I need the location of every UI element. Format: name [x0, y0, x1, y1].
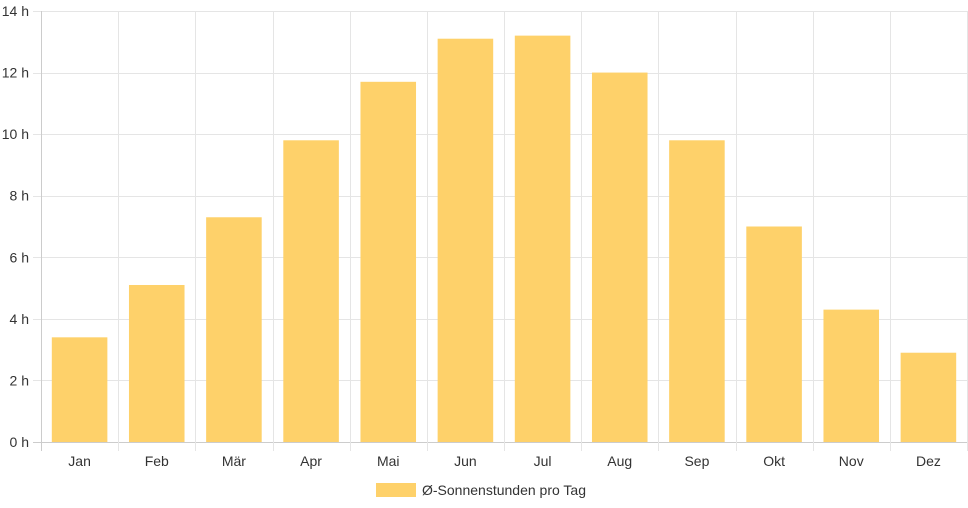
y-tick-label: 8 h [10, 188, 29, 204]
bar-jun[interactable] [437, 38, 494, 442]
y-tick-label: 12 h [2, 65, 29, 81]
legend-swatch[interactable] [376, 483, 416, 497]
bars [51, 35, 957, 443]
y-tick-label: 14 h [2, 3, 29, 19]
bar-apr[interactable] [283, 140, 339, 443]
bar-mai[interactable] [360, 81, 417, 443]
legend-label[interactable]: Ø-Sonnenstunden pro Tag [422, 482, 586, 498]
bar-feb[interactable] [128, 284, 185, 442]
y-tick-label: 2 h [10, 372, 29, 388]
y-tick-label: 10 h [2, 126, 29, 142]
y-axis: 0 h 2 h 4 h 6 h 8 h 10 h 12 h 14 h [2, 3, 29, 450]
x-tick-label: Aug [607, 453, 632, 469]
bar-jan[interactable] [51, 337, 108, 442]
bar-okt[interactable] [746, 226, 802, 443]
x-tick-label: Jun [454, 453, 477, 469]
x-tick-label: Feb [145, 453, 169, 469]
bar-nov[interactable] [823, 309, 880, 442]
x-tick-label: Mär [222, 453, 246, 469]
x-tick-label: Mai [377, 453, 400, 469]
y-tick-label: 0 h [10, 434, 29, 450]
x-tick-label: Okt [763, 453, 785, 469]
bar-mär[interactable] [206, 217, 262, 442]
legend[interactable]: Ø-Sonnenstunden pro Tag [376, 482, 586, 498]
x-tick-label: Nov [839, 453, 864, 469]
grid-lines [33, 11, 968, 451]
y-tick-label: 6 h [10, 249, 29, 265]
y-tick-label: 4 h [10, 311, 29, 327]
x-tick-label: Apr [300, 453, 322, 469]
x-tick-label: Jul [534, 453, 552, 469]
x-axis: Jan Feb Mär Apr Mai Jun Jul Aug Sep Okt Nov Dez [68, 453, 941, 469]
bar-jul[interactable] [514, 35, 571, 442]
bar-aug[interactable] [591, 72, 648, 443]
bar-dez[interactable] [900, 352, 957, 442]
x-tick-label: Sep [684, 453, 709, 469]
x-tick-label: Jan [68, 453, 91, 469]
bar-sep[interactable] [669, 140, 725, 443]
x-tick-label: Dez [916, 453, 941, 469]
